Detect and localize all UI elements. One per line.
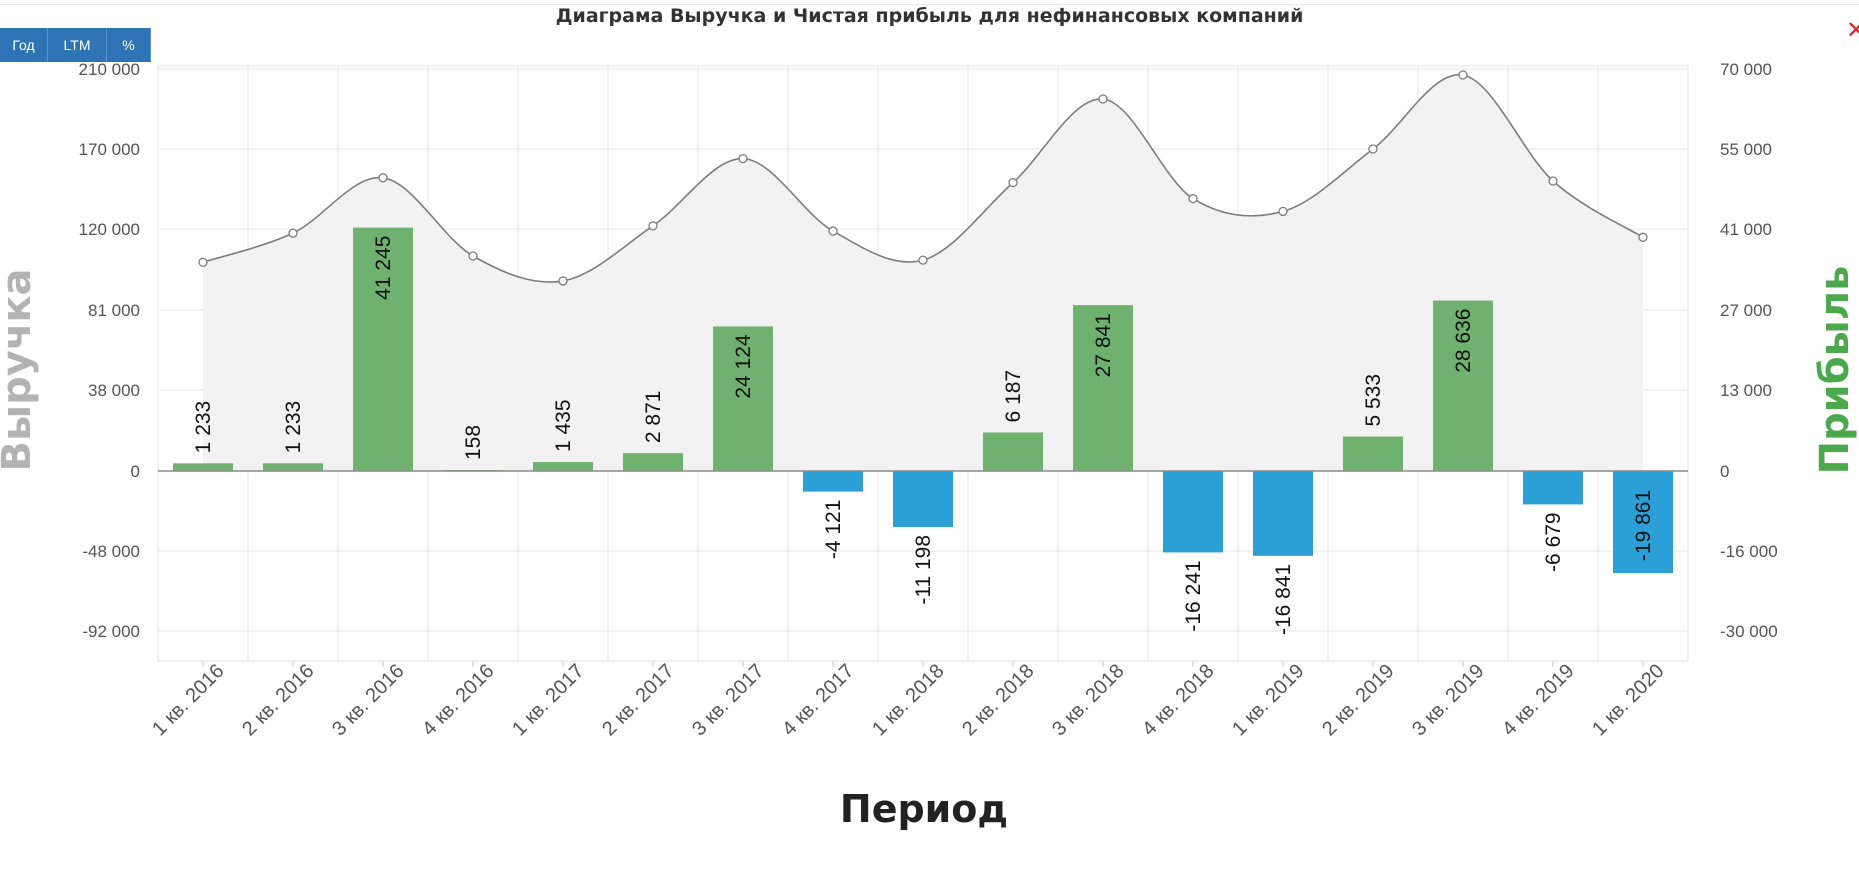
x-category-label: 1 кв. 2019 — [1228, 660, 1308, 740]
profit-bar — [263, 463, 323, 471]
right-tick-label: 27 000 — [1720, 301, 1772, 320]
right-tick-label: 41 000 — [1720, 220, 1772, 239]
bar-data-label: -6 679 — [1542, 512, 1565, 572]
right-tick-label: 55 000 — [1720, 140, 1772, 159]
revenue-point — [378, 173, 388, 183]
bar-data-label: 5 533 — [1362, 374, 1385, 427]
year-button[interactable]: Год — [0, 28, 48, 62]
y-axis-title-right: Прибыль — [1812, 266, 1858, 475]
bar-data-label: 41 245 — [372, 236, 395, 300]
profit-bar — [1343, 436, 1403, 471]
profit-bar — [893, 471, 953, 527]
profit-bar — [173, 463, 233, 471]
profit-bar — [1253, 471, 1313, 556]
revenue-point — [648, 221, 658, 231]
x-category-label: 1 кв. 2016 — [148, 660, 228, 740]
revenue-point — [558, 276, 568, 286]
revenue-point — [1098, 94, 1108, 104]
right-tick-label: -16 000 — [1720, 542, 1778, 561]
revenue-point — [1638, 232, 1648, 242]
revenue-point — [738, 153, 748, 164]
left-tick-label: 170 000 — [79, 140, 140, 159]
revenue-point — [198, 257, 208, 267]
bar-data-label: -19 861 — [1632, 490, 1655, 561]
x-category-label: 3 кв. 2018 — [1048, 660, 1128, 740]
profit-bar — [533, 462, 593, 471]
period-toolbar: Год LTM % — [0, 28, 151, 62]
top-rule — [0, 4, 1859, 5]
ltm-button[interactable]: LTM — [48, 28, 107, 62]
revenue-line — [202, 74, 1644, 283]
profit-bar — [1433, 300, 1493, 471]
bar-data-label: -16 241 — [1182, 560, 1205, 631]
bar-data-label: 1 233 — [192, 401, 215, 454]
x-category-label: 4 кв. 2018 — [1138, 660, 1218, 740]
profit-bar — [353, 227, 413, 471]
bar-data-label: -11 198 — [912, 535, 935, 605]
revenue-point — [828, 226, 838, 236]
revenue-point — [918, 255, 928, 265]
x-category-label: 4 кв. 2017 — [778, 660, 858, 740]
left-tick-label: 120 000 — [79, 220, 140, 239]
revenue-area — [203, 74, 1643, 471]
left-tick-label: -92 000 — [82, 622, 140, 641]
bar-data-label: 158 — [462, 425, 485, 460]
profit-bar — [1523, 471, 1583, 505]
bar-data-label: -4 121 — [822, 500, 845, 560]
x-category-label: 3 кв. 2016 — [328, 660, 408, 740]
bar-data-label: -16 841 — [1272, 564, 1295, 635]
revenue-point — [468, 251, 478, 261]
left-tick-label: 81 000 — [88, 301, 140, 320]
right-tick-label: 70 000 — [1720, 60, 1772, 79]
x-category-label: 2 кв. 2018 — [958, 660, 1038, 740]
right-tick-label: -30 000 — [1720, 622, 1778, 641]
y-axis-title-left: Выручка — [0, 269, 40, 472]
revenue-point — [1188, 193, 1198, 204]
revenue-point — [1548, 176, 1558, 186]
x-category-label: 2 кв. 2019 — [1318, 660, 1398, 740]
x-category-label: 3 кв. 2017 — [688, 660, 768, 740]
x-category-label: 2 кв. 2017 — [598, 660, 678, 740]
left-tick-label: 38 000 — [88, 381, 140, 400]
x-category-label: 2 кв. 2016 — [238, 660, 318, 740]
left-tick-label: 0 — [131, 462, 140, 481]
revenue-point — [288, 228, 298, 238]
x-category-label: 1 кв. 2018 — [868, 660, 948, 740]
profit-bar — [1163, 471, 1223, 553]
profit-bar — [623, 453, 683, 471]
profit-bar — [1073, 305, 1133, 471]
x-category-label: 3 кв. 2019 — [1408, 660, 1488, 740]
x-category-label: 4 кв. 2016 — [418, 660, 498, 740]
close-icon[interactable]: ✕ — [1846, 16, 1859, 44]
bar-data-label: 6 187 — [1002, 370, 1025, 423]
bar-data-label: 2 871 — [642, 391, 665, 444]
profit-bar — [983, 432, 1043, 471]
revenue-point — [1368, 144, 1378, 154]
left-tick-label: -48 000 — [82, 542, 140, 561]
percent-button[interactable]: % — [107, 28, 151, 62]
revenue-point — [1008, 177, 1018, 188]
x-axis-title: Период — [840, 787, 1008, 831]
bar-data-label: 24 124 — [732, 334, 755, 399]
left-tick-label: 210 000 — [79, 60, 140, 79]
bar-data-label: 27 841 — [1092, 313, 1115, 377]
bar-data-label: 28 636 — [1452, 309, 1475, 373]
x-category-label: 1 кв. 2017 — [508, 660, 588, 740]
revenue-point — [1458, 70, 1468, 80]
right-tick-label: 0 — [1720, 462, 1729, 481]
profit-bar — [803, 471, 863, 492]
bar-data-label: 1 435 — [552, 399, 575, 452]
chart-title: Диаграма Выручка и Чистая прибыль для не… — [555, 5, 1304, 27]
revenue-point — [1278, 206, 1288, 217]
right-tick-label: 13 000 — [1720, 381, 1772, 400]
bar-data-label: 1 233 — [282, 401, 305, 454]
x-category-label: 4 кв. 2019 — [1498, 660, 1578, 740]
profit-bar — [713, 326, 773, 471]
profit-bar — [1613, 471, 1673, 574]
x-category-label: 1 кв. 2020 — [1588, 660, 1668, 740]
